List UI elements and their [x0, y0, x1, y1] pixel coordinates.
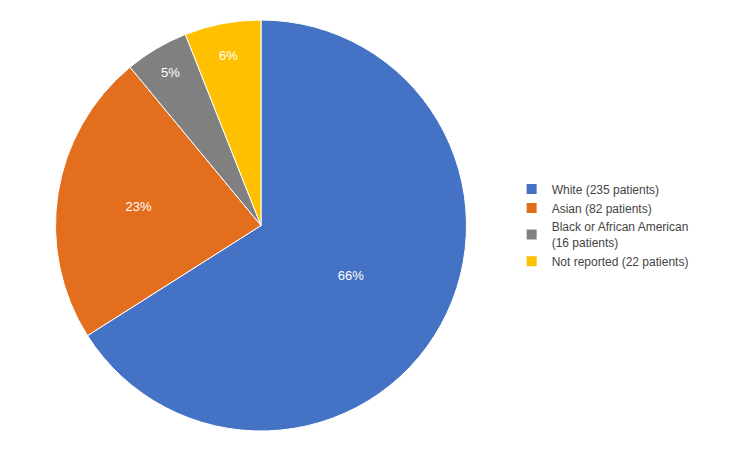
svg-text:23%: 23%	[126, 199, 152, 214]
svg-text:6%: 6%	[219, 48, 238, 63]
svg-text:White (235 patients): White (235 patients)	[552, 183, 659, 197]
svg-text:Not reported (22 patients): Not reported (22 patients)	[552, 255, 689, 269]
svg-text:Black or African American(16 p: Black or African American(16 patients)	[552, 220, 689, 250]
svg-text:66%: 66%	[338, 268, 364, 283]
svg-text:5%: 5%	[161, 65, 180, 80]
svg-text:Asian (82 patients): Asian (82 patients)	[552, 202, 652, 216]
